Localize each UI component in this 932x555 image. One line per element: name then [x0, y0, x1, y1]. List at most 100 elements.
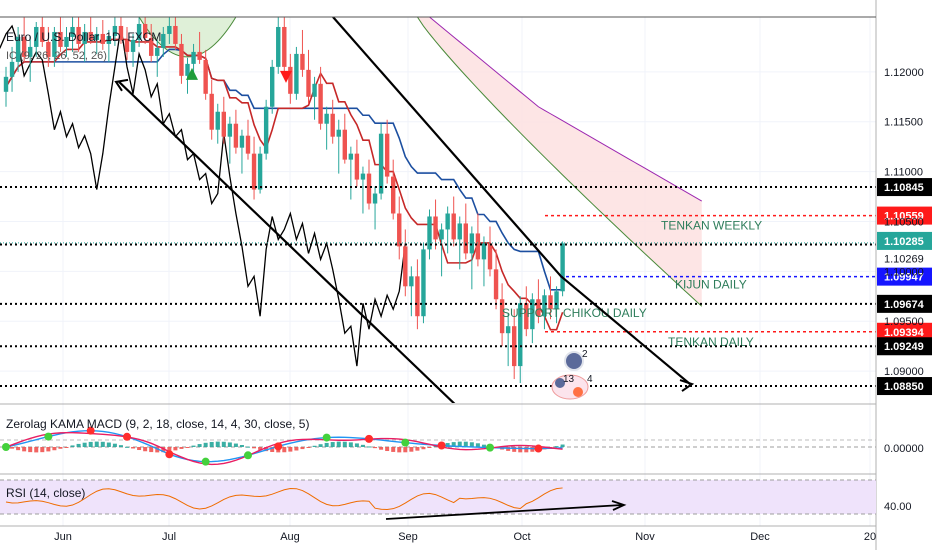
- candle-body: [82, 31, 87, 44]
- event-badges[interactable]: 2 13 4: [551, 349, 593, 400]
- ichimoku-legend[interactable]: IC (9, 26, 26, 52, 26): [6, 50, 107, 62]
- candle: [518, 296, 523, 384]
- candle: [46, 26, 51, 67]
- candle: [257, 146, 263, 194]
- candle: [530, 293, 535, 344]
- candle-body: [9, 61, 15, 77]
- macd-histogram-bar: [421, 447, 426, 450]
- candle: [360, 166, 366, 214]
- candle-body: [372, 193, 378, 204]
- macd-bull-cross-dot: [2, 443, 10, 451]
- candle: [324, 106, 329, 150]
- candle: [342, 113, 347, 164]
- candle-body: [403, 246, 408, 287]
- candle: [239, 129, 245, 174]
- price-axis-tick: 1.09500: [884, 316, 924, 328]
- macd-histogram-bar: [40, 447, 45, 453]
- candle-body: [433, 216, 438, 240]
- candle: [21, 17, 27, 62]
- candle-body: [336, 129, 341, 137]
- candle-body: [384, 133, 390, 177]
- macd-histogram-bar: [106, 442, 111, 447]
- candle: [88, 17, 93, 44]
- rsi-divergence-line[interactable]: [385, 504, 623, 520]
- macd-histogram-bar: [512, 447, 517, 452]
- price-level-value: 1.09249: [884, 341, 924, 353]
- candle: [9, 46, 15, 92]
- candle: [421, 243, 426, 324]
- candle-body: [46, 41, 51, 57]
- rsi-pane[interactable]: [0, 479, 876, 520]
- price-level-label-box: [877, 178, 932, 197]
- macd-histogram-bar: [457, 441, 462, 447]
- candle: [70, 17, 75, 52]
- candle-body: [221, 111, 226, 137]
- candle: [58, 17, 63, 52]
- macd-histogram-bar: [451, 442, 456, 447]
- macd-legend[interactable]: Zerolag KAMA MACD (9, 2, 18, close, 14, …: [6, 417, 309, 431]
- candle: [94, 26, 99, 54]
- candle-body: [397, 213, 402, 247]
- price-level-value: 1.10285: [884, 236, 924, 248]
- candle-body: [197, 51, 202, 60]
- macd-histogram-bar: [173, 447, 178, 451]
- candle-body: [542, 295, 547, 317]
- price-level-value: 1.09394: [884, 327, 925, 339]
- macd-histogram-bar: [34, 447, 39, 453]
- price-axis-tick: 1.11000: [884, 167, 923, 179]
- macd-pane[interactable]: [0, 426, 876, 466]
- candle: [215, 103, 220, 144]
- candle-body: [28, 46, 33, 57]
- candle-body: [167, 25, 172, 34]
- candle: [451, 196, 456, 247]
- macd-histogram-bar: [469, 442, 474, 447]
- rsi-band-fill: [0, 480, 876, 514]
- candle-body: [282, 26, 287, 67]
- sell-arrow-icon[interactable]: [280, 70, 292, 83]
- candle-body: [34, 26, 39, 47]
- macd-histogram-bar: [409, 447, 414, 452]
- macd-histogram-bar: [373, 447, 378, 449]
- candle: [221, 96, 226, 144]
- buy-arrow-icon[interactable]: [186, 67, 198, 80]
- channel-projection-line[interactable]: [560, 275, 691, 385]
- candle: [330, 99, 335, 144]
- candle-body: [505, 326, 511, 334]
- rsi-legend[interactable]: RSI (14, close): [6, 486, 85, 500]
- macd-histogram-bar: [46, 447, 51, 452]
- candle: [542, 289, 547, 330]
- macd-histogram-bar: [348, 442, 353, 447]
- candle-body: [179, 43, 184, 76]
- candle: [106, 29, 112, 62]
- candle: [336, 119, 341, 174]
- symbol-title[interactable]: Euro / U.S. Dollar, 1D, FXCM: [6, 30, 161, 44]
- channel-lower-line[interactable]: [118, 81, 462, 411]
- rsi-divergence-arrowhead: [611, 500, 627, 511]
- candle-body: [64, 36, 69, 47]
- macd-histogram-bar: [282, 447, 287, 453]
- price-axis-tick: 1.10500: [884, 216, 924, 228]
- macd-histogram-bar: [76, 443, 81, 447]
- event-badge-icon[interactable]: [564, 351, 584, 371]
- candle: [282, 17, 287, 74]
- candle: [34, 21, 39, 57]
- channel-upper-line[interactable]: [332, 17, 562, 278]
- macd-histogram-bar: [342, 441, 347, 447]
- channel-start-arrowhead: [114, 78, 129, 92]
- candle: [161, 26, 166, 57]
- candle-body: [294, 53, 299, 94]
- candle-body: [560, 243, 565, 292]
- candle-body: [270, 66, 275, 107]
- time-axis-tick: Sep: [398, 531, 418, 543]
- candle-body: [88, 31, 93, 40]
- price-axis-tick: 1.09000: [884, 366, 924, 378]
- price-level-annotation: TENKAN WEEKLY: [661, 219, 762, 233]
- candle-body: [288, 66, 293, 94]
- macd-histogram-bar: [143, 447, 148, 452]
- candle-body: [173, 25, 178, 44]
- macd-bear-cross-dot: [365, 434, 373, 443]
- candle: [306, 49, 311, 104]
- macd-histogram-bar: [125, 446, 129, 448]
- candle: [173, 17, 178, 50]
